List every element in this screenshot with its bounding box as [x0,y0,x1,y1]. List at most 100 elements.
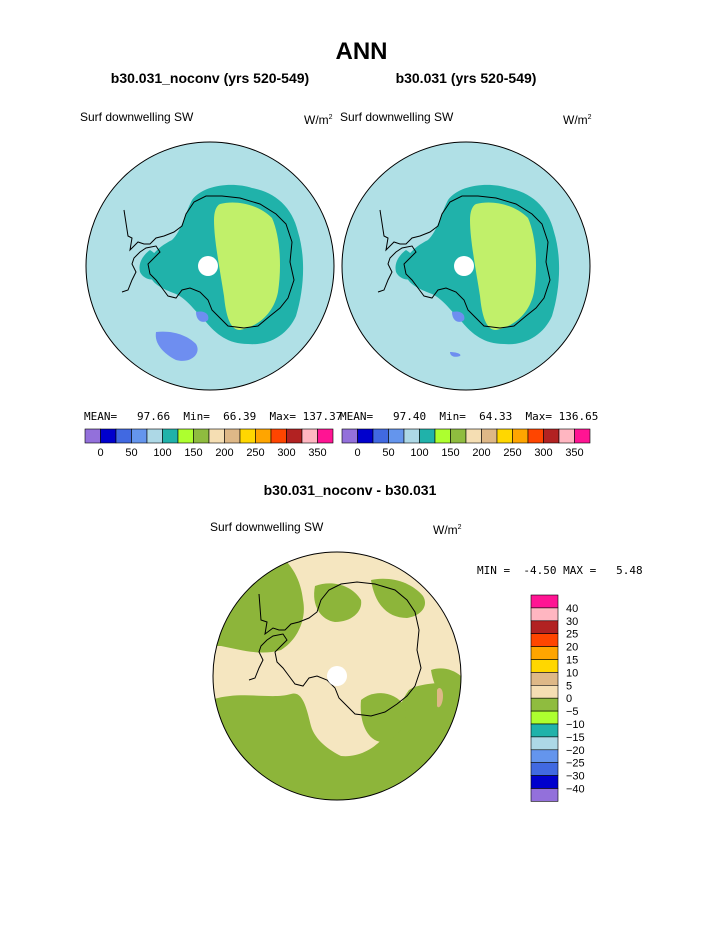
olive-region [314,583,362,622]
colorbar-swatch [530,710,559,725]
colorbar-swatch [388,428,405,444]
colorbar-tick-label: 15 [566,655,578,667]
colorbar-swatch [530,697,559,712]
colorbar-swatch [574,428,591,444]
teal-peninsula [139,250,162,280]
mean-value: 97.40 [393,410,427,423]
colorbar-swatch [530,607,559,622]
colorbar-swatch [530,633,559,647]
colorbar-swatch [146,428,163,444]
colorbar-swatch [419,428,436,444]
lightgreen-region [470,202,536,330]
colorbar-swatch [255,428,272,444]
max-label: MAX = [563,564,597,577]
colorbar-tick-label: 250 [246,447,264,459]
colorbar-swatch [115,428,132,444]
colorbar-swatch [530,736,559,751]
blue-patch [452,311,465,322]
colorbar-swatch [530,788,559,802]
colorbar-tick-label: 150 [184,447,202,459]
colorbar-tick-label: 0 [354,447,360,459]
teal-peninsula [395,250,418,280]
colorbar-swatch [530,775,559,789]
panel-right-units: W/m2 [563,113,592,127]
diff-units: W/m2 [433,523,462,537]
colorbar-swatch [301,428,318,444]
colorbar-tick-label: 200 [472,447,490,459]
colorbar-tick-label: −20 [566,745,585,757]
colorbar-tick-label: 20 [566,642,578,654]
colorbar-left: 0 50 100 150 200 250 300 350 [84,428,334,459]
olive-region [371,578,426,618]
colorbar-swatch [270,428,287,444]
colorbar-tick-label: 5 [566,680,572,692]
colorbar-swatch [530,762,559,776]
colorbar-tick-label: 0 [566,693,572,705]
colorbar-swatch [465,428,482,444]
panel-left-stats: MEAN= 97.66 Min= 66.39 Max= 137.37 [84,410,342,423]
diff-field-label: Surf downwelling SW [210,520,324,534]
panel-right-title: b30.031 (yrs 520-549) [395,70,537,86]
colorbar-swatch [527,428,544,444]
colorbar-right: 0 50 100 150 200 250 300 350 [341,428,591,459]
map-left [85,141,335,391]
panel-left-field-label: Surf downwelling SW [80,110,194,124]
colorbar-swatch [530,620,559,634]
colorbar-swatch [530,685,559,699]
min-value: 64.33 [479,410,513,423]
pole-hole [327,666,347,686]
colorbar-swatch [357,428,374,444]
max-label: Max= [269,410,297,423]
colorbar-tick-label: 50 [382,447,394,459]
colorbar-tick-label: 300 [534,447,552,459]
min-value: 66.39 [223,410,257,423]
blue-patch [196,311,209,322]
colorbar-swatch [530,646,559,660]
pole-hole [198,256,218,276]
map-border [212,551,462,801]
max-value: 5.48 [616,564,643,577]
colorbar-swatch [100,428,117,444]
colorbar-swatch [558,428,575,444]
lightgreen-region [214,202,280,330]
min-label: Min= [183,410,210,423]
colorbar-swatch [481,428,498,444]
colorbar-swatch [372,428,389,444]
min-value: -4.50 [523,564,557,577]
diff-title: b30.031_noconv - b30.031 [263,482,437,498]
tan-streak [437,688,443,708]
min-label: Min= [439,410,466,423]
colorbar-tick-label: 250 [503,447,521,459]
max-value: 136.65 [558,410,599,423]
colorbar-tick-label: −10 [566,719,585,731]
colorbar-tick-label: 350 [565,447,583,459]
mean-label: MEAN= [340,410,374,423]
blue-patch [450,352,461,357]
colorbar-swatch [162,428,179,444]
units-sup: 2 [328,114,333,121]
colorbar-swatch [530,723,559,738]
pole-hole [454,256,474,276]
blue-patch [155,331,198,361]
colorbar-tick-label: 100 [410,447,428,459]
coastline [121,195,295,329]
colorbar-tick-label: 25 [566,629,578,641]
colorbar-swatch [239,428,256,444]
colorbar-tick-label: 300 [277,447,295,459]
colorbar-swatch [496,428,513,444]
colorbar-swatch [434,428,451,444]
colorbar-tick-label: 50 [125,447,137,459]
colorbar-tick-label: −25 [566,758,585,770]
colorbar-swatch [208,428,225,444]
colorbar-swatch [131,428,148,444]
colorbar-tick-label: 30 [566,616,578,628]
colorbar-swatch [512,428,529,444]
colorbar-tick-label: 10 [566,667,578,679]
colorbar-swatch [193,428,210,444]
colorbar-swatch [317,428,334,444]
colorbar-tick-label: 0 [97,447,103,459]
coastline [248,581,422,717]
colorbar-tick-label: −40 [566,784,585,796]
max-label: Max= [525,410,553,423]
